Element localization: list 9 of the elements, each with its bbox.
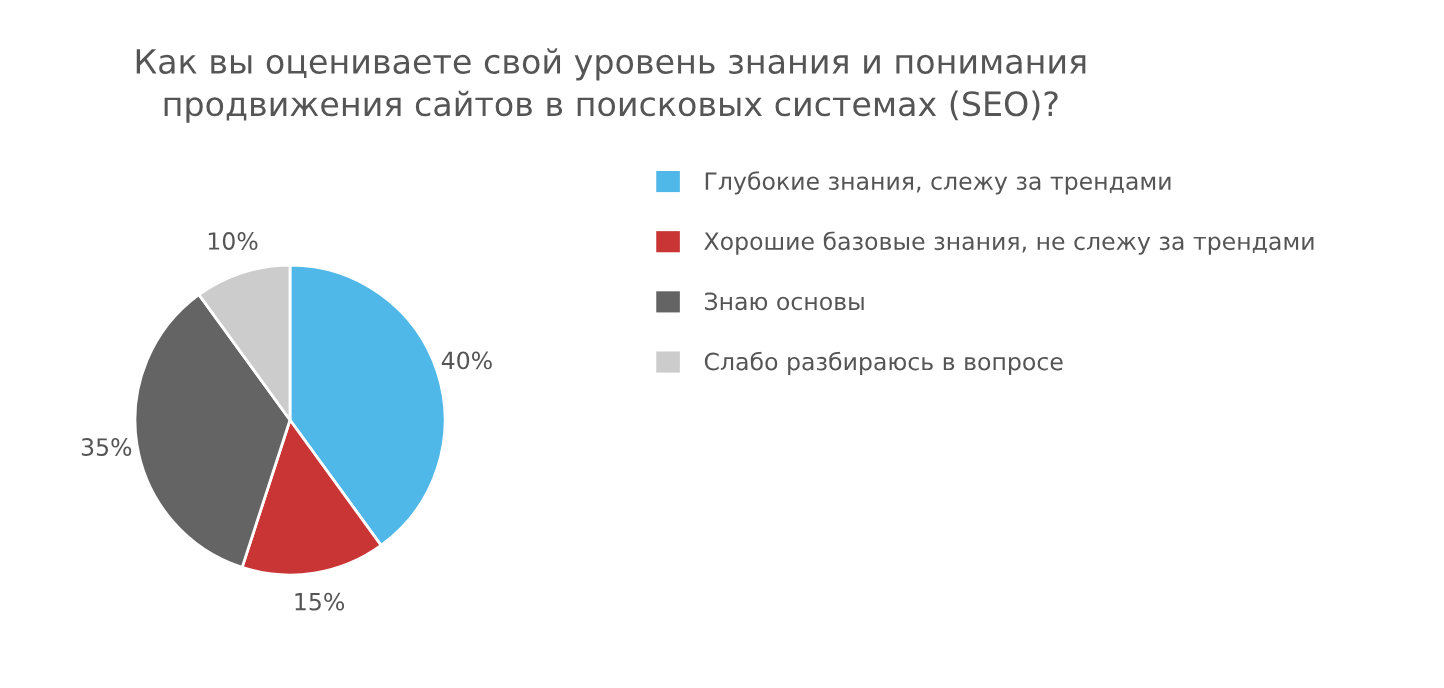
- data-label: 35%: [81, 438, 132, 456]
- data-label: 15%: [295, 592, 345, 611]
- legend-label: Хорошие базовые знания, не слежу за трендами: [704, 231, 1314, 255]
- data-label: 10%: [208, 232, 258, 250]
- legend-label: Слабо разбираюсь в вопросе: [704, 351, 1063, 376]
- chart-title: Как вы оцениваете свой уровень знания и понимания продвижения сайтов в поисковых системах (SEO)?: [136, 48, 1086, 123]
- legend-label: Глубокие знания, слежу за трендами: [705, 171, 1171, 195]
- legend-label: Знаю основы: [705, 292, 864, 311]
- data-label: 40%: [441, 351, 492, 370]
